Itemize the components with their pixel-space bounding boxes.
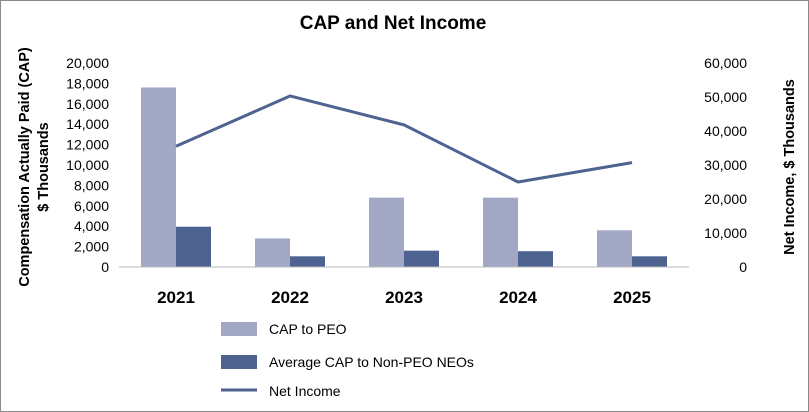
legend-swatch-cap-to-peo bbox=[221, 322, 257, 336]
right-tick-label: 20,000 bbox=[704, 191, 747, 207]
left-axis-ticks: 20,000 18,000 16,000 14,000 12,000 10,000 8,00… bbox=[66, 55, 109, 275]
bar-avg-cap-non-peo bbox=[290, 256, 325, 267]
net-income-line-group bbox=[175, 94, 633, 184]
bar-avg-cap-non-peo bbox=[632, 256, 667, 267]
right-tick-label: 50,000 bbox=[704, 89, 747, 105]
legend-swatch-avg-cap-non-peo bbox=[221, 355, 257, 369]
left-tick-label: 20,000 bbox=[66, 55, 109, 71]
legend-label-cap-to-peo: CAP to PEO bbox=[269, 321, 347, 337]
bar-cap-to-peo bbox=[597, 230, 632, 267]
bar-cap-to-peo bbox=[369, 197, 404, 267]
category-labels: 2021 2022 2023 2024 2025 bbox=[157, 288, 651, 307]
category-label: 2023 bbox=[385, 288, 423, 307]
left-tick-label: 14,000 bbox=[66, 116, 109, 132]
right-tick-label: 0 bbox=[739, 259, 747, 275]
bar-cap-to-peo bbox=[141, 87, 176, 267]
left-axis-label-line1: Compensation Actually Paid (CAP) bbox=[17, 47, 33, 287]
left-tick-label: 16,000 bbox=[66, 96, 109, 112]
category-label: 2021 bbox=[157, 288, 195, 307]
left-tick-label: 4,000 bbox=[74, 218, 109, 234]
bar-avg-cap-non-peo bbox=[518, 251, 553, 267]
category-label: 2022 bbox=[271, 288, 309, 307]
left-tick-label: 10,000 bbox=[66, 157, 109, 173]
right-axis-label: Net Income, $ Thousands bbox=[782, 79, 798, 255]
right-tick-label: 60,000 bbox=[704, 55, 747, 71]
left-tick-label: 0 bbox=[101, 259, 109, 275]
category-label: 2024 bbox=[499, 288, 537, 307]
category-label: 2025 bbox=[613, 288, 651, 307]
right-tick-label: 10,000 bbox=[704, 225, 747, 241]
bar-cap-to-peo bbox=[483, 197, 518, 267]
right-tick-label: 40,000 bbox=[704, 123, 747, 139]
legend: CAP to PEO Average CAP to Non-PEO NEOs N… bbox=[221, 321, 474, 399]
bar-cap-to-peo bbox=[255, 238, 290, 267]
left-tick-label: 8,000 bbox=[74, 177, 109, 193]
right-tick-label: 30,000 bbox=[704, 157, 747, 173]
legend-label-net-income: Net Income bbox=[269, 383, 341, 399]
left-tick-label: 18,000 bbox=[66, 75, 109, 91]
bar-avg-cap-non-peo bbox=[404, 250, 439, 267]
left-axis-label-line2: $ Thousands bbox=[36, 122, 52, 211]
bar-marks bbox=[141, 87, 667, 267]
chart-title: CAP and Net Income bbox=[300, 13, 487, 34]
right-axis-ticks: 60,000 50,000 40,000 30,000 20,000 10,000 0 bbox=[704, 55, 747, 275]
left-tick-label: 12,000 bbox=[66, 137, 109, 153]
left-tick-label: 2,000 bbox=[74, 239, 109, 255]
left-tick-label: 6,000 bbox=[74, 198, 109, 214]
bar-avg-cap-non-peo bbox=[176, 226, 211, 267]
net-income-line bbox=[175, 94, 633, 184]
legend-label-avg-cap-non-peo: Average CAP to Non-PEO NEOs bbox=[269, 354, 474, 370]
